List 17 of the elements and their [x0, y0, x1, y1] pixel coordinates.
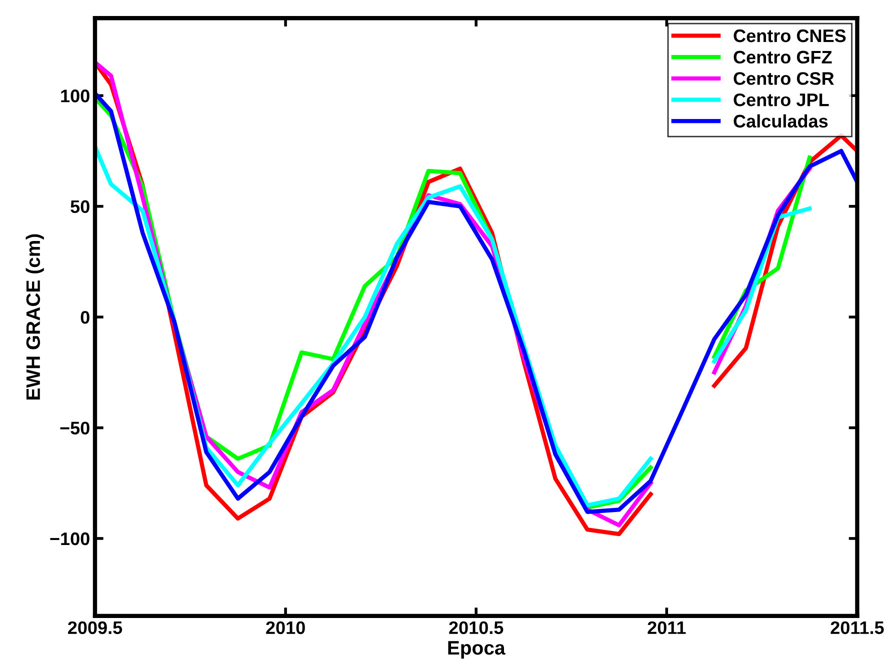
x-tick-label: 2011 [648, 621, 686, 634]
y-tick-label: 50 [70, 200, 90, 214]
x-tick-label: 2010.5 [449, 621, 504, 634]
x-axis-title: Epoca [448, 641, 506, 659]
legend-label: Centro CNES [734, 29, 846, 42]
y-tick-label: −100 [50, 532, 90, 546]
y-tick-label: −50 [60, 422, 90, 434]
x-tick-label: 2011.5 [830, 621, 884, 634]
legend-label: Centro CSR [734, 72, 834, 85]
legend-label: Centro GFZ [734, 50, 832, 64]
x-tick-label: 2010 [266, 621, 305, 634]
y-tick-label: 100 [61, 90, 90, 102]
y-tick-label: 0 [80, 310, 90, 324]
x-tick-label: 2009.5 [68, 621, 122, 634]
y-axis-title: EWH GRACE (cm) [26, 234, 44, 400]
legend-label: Centro JPL [734, 93, 829, 106]
legend-label: Calculadas [734, 114, 828, 128]
